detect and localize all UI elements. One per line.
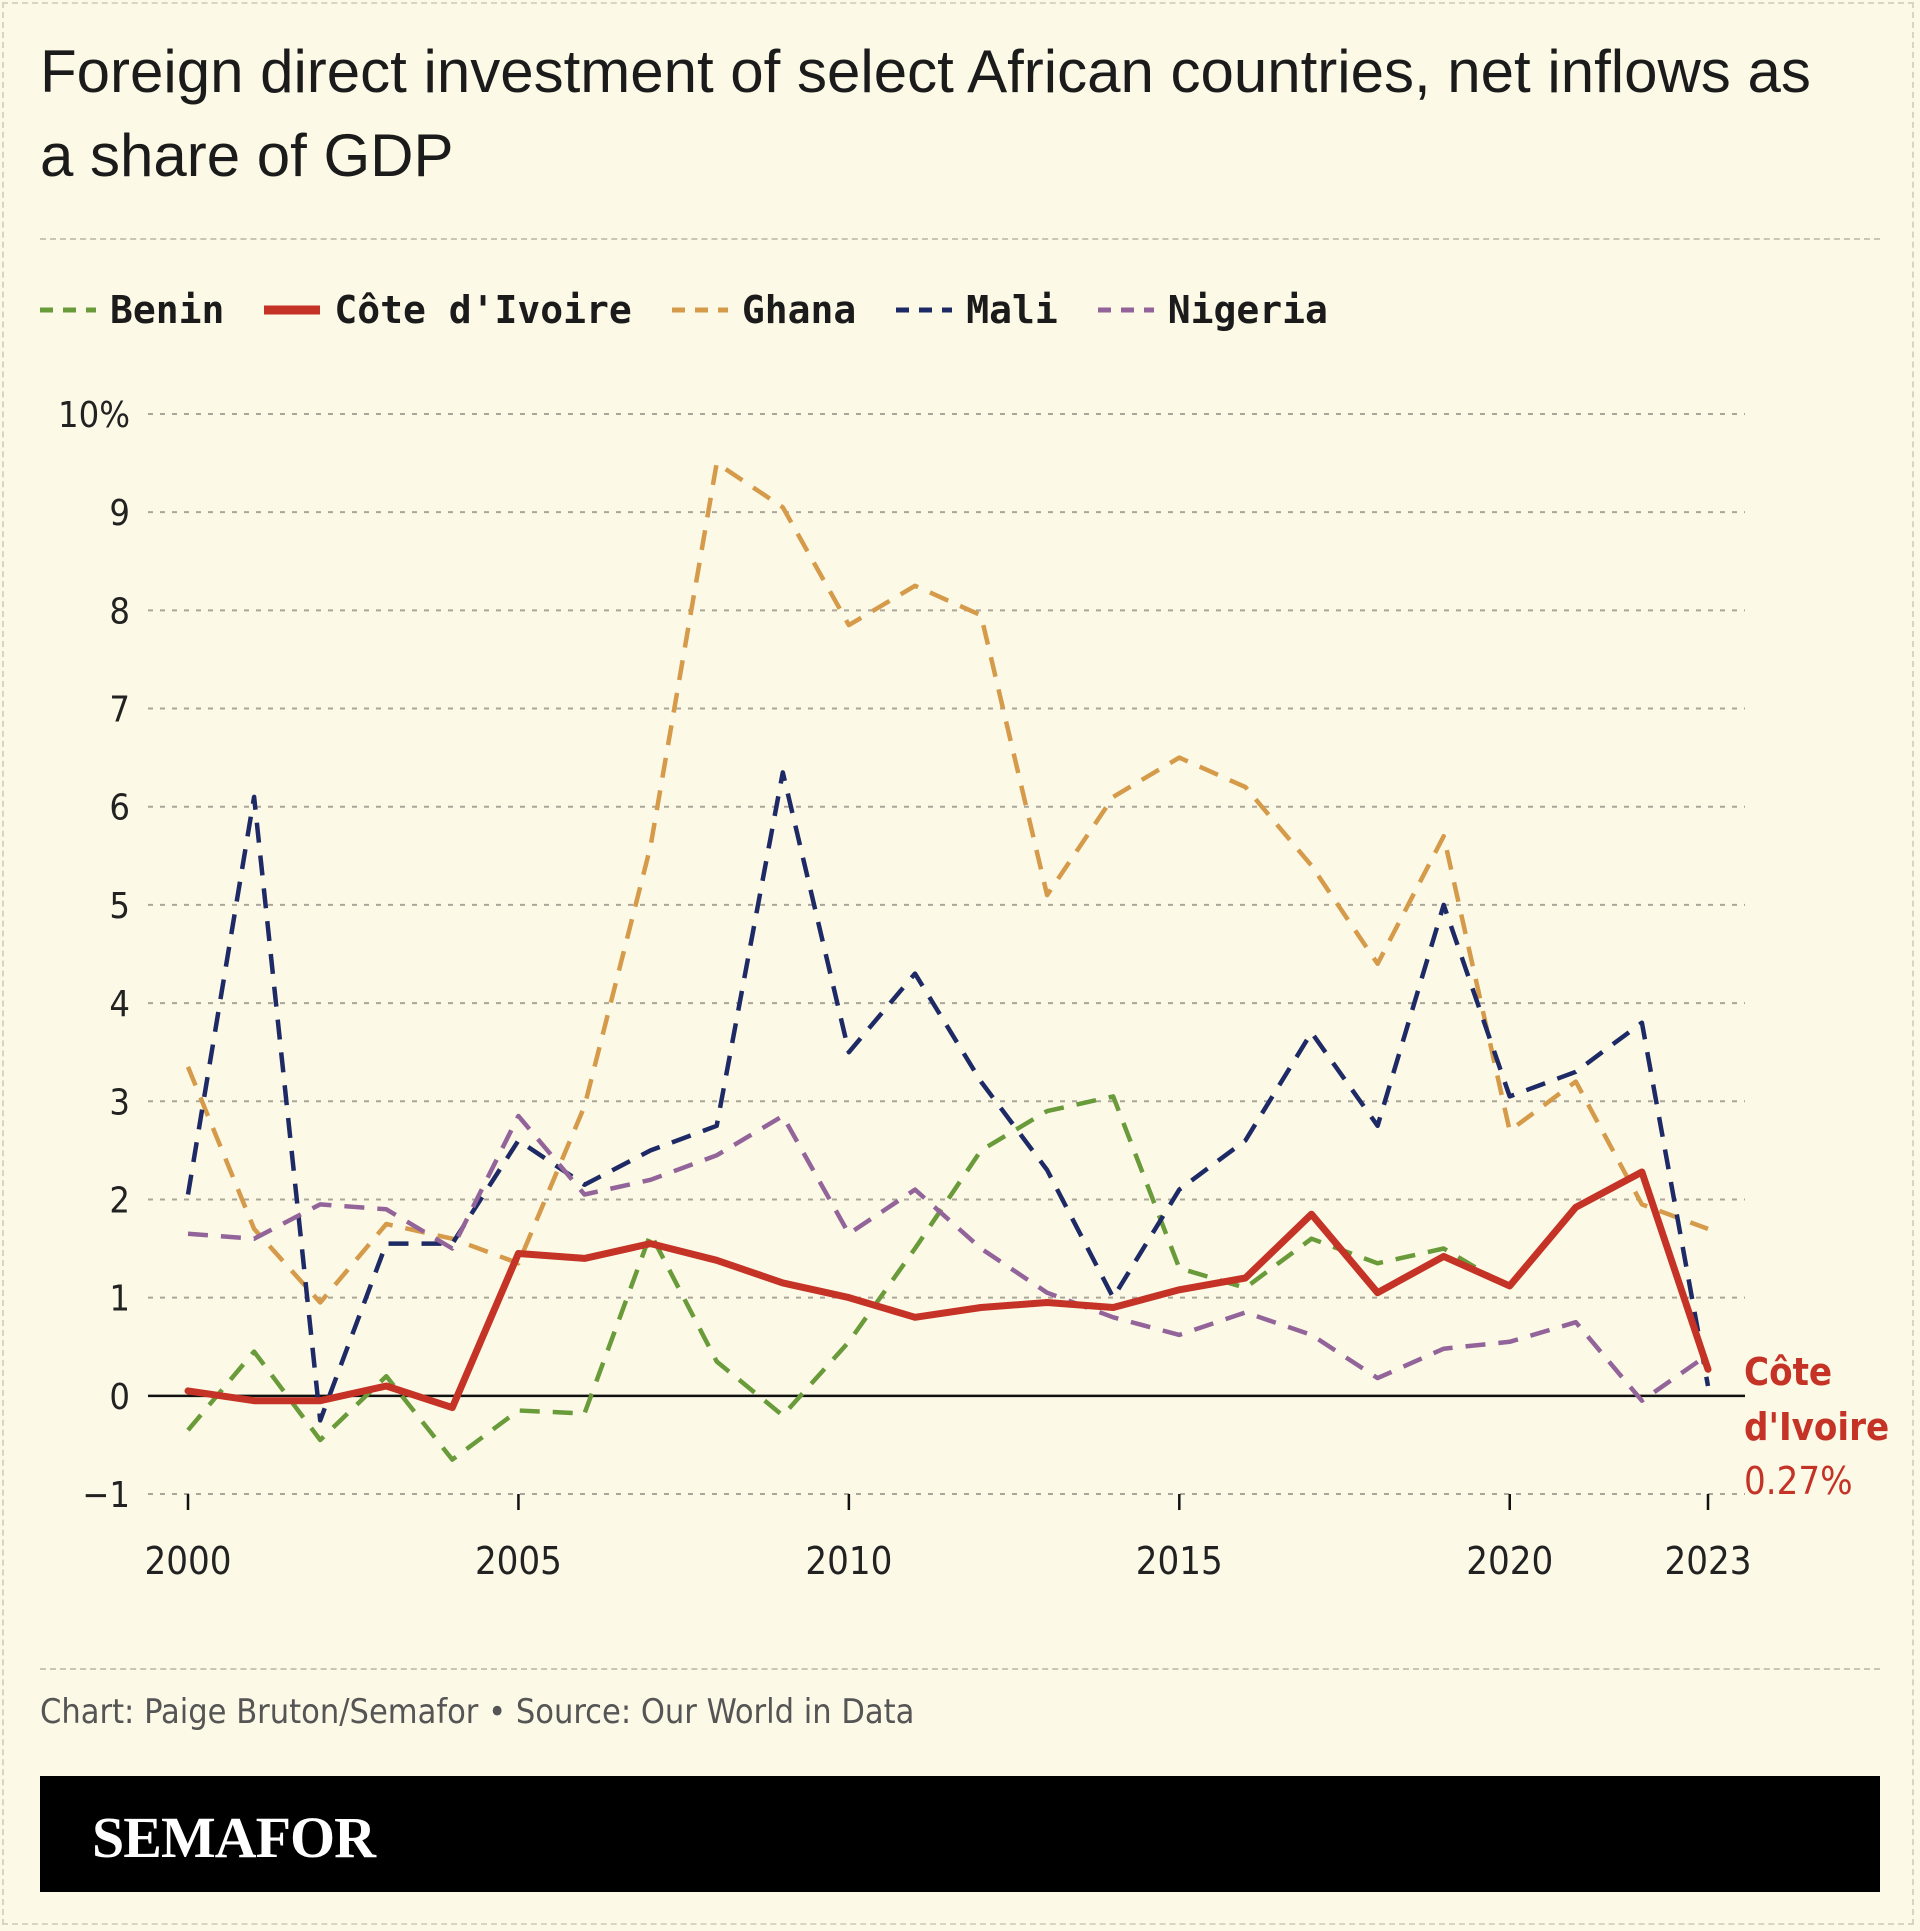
y-tick-label: 8 — [109, 591, 130, 632]
x-tick-label: 2005 — [475, 1539, 562, 1583]
chart-credit: Chart: Paige Bruton/Semafor • Source: Ou… — [40, 1692, 915, 1732]
legend-item: Benin — [40, 288, 224, 332]
annotation-value: 0.27% — [1744, 1459, 1853, 1503]
x-tick-label: 2020 — [1466, 1539, 1553, 1583]
legend-swatch — [264, 305, 321, 315]
legend-label: Nigeria — [1167, 288, 1328, 332]
brand-logo: SEMAFOR — [92, 1805, 376, 1870]
chart-title: Foreign direct investment of select Afri… — [40, 38, 1811, 189]
y-tick-label: 0 — [109, 1377, 130, 1418]
footer-divider — [40, 1668, 1880, 1670]
legend-swatch — [1097, 307, 1154, 313]
series-line-nigeria — [187, 1113, 1710, 1403]
x-tick-label: 2015 — [1136, 1539, 1223, 1583]
legend-swatch — [896, 307, 953, 313]
legend-item: Nigeria — [1097, 288, 1328, 332]
x-tick-label: 2023 — [1665, 1539, 1752, 1583]
y-tick-label: 4 — [109, 984, 130, 1025]
y-tick-label: 10% — [58, 395, 130, 436]
series-line-c-te-d-ivoire — [184, 1168, 1712, 1412]
x-tick-label: 2000 — [145, 1539, 232, 1583]
brand-bar: SEMAFOR — [40, 1776, 1880, 1892]
annotation-label: Côte — [1744, 1350, 1832, 1394]
legend-item: Ghana — [671, 288, 857, 332]
legend-label: Benin — [110, 288, 225, 332]
y-tick-label: 3 — [109, 1082, 130, 1123]
y-tick-label: 6 — [109, 788, 130, 829]
title-divider — [40, 238, 1880, 240]
series-line-benin — [186, 1094, 1511, 1462]
y-tick-label: 9 — [109, 493, 130, 534]
x-tick-label: 2010 — [805, 1539, 892, 1583]
legend-item: Mali — [896, 288, 1058, 332]
y-tick-label: 1 — [109, 1279, 130, 1320]
y-tick-label: −1 — [82, 1475, 130, 1516]
line-chart: −1 0 1 2 3 4 5 6 7 8 9 10% 2000 2005 2010 2015 2020 2023 C… — [58, 395, 1889, 1583]
series-line-mali — [185, 770, 1711, 1423]
legend-label: Côte d'Ivoire — [334, 288, 632, 332]
legend-item: Côte d'Ivoire — [264, 288, 632, 332]
legend-label: Ghana — [741, 288, 857, 332]
annotation-label: d'Ivoire — [1744, 1405, 1889, 1449]
legend: Benin Côte d'Ivoire Ghana Mali Nigeria — [40, 285, 1368, 335]
y-tick-label: 2 — [109, 1180, 130, 1221]
y-tick-label: 5 — [109, 886, 130, 927]
legend-swatch — [671, 307, 728, 313]
y-tick-label: 7 — [109, 690, 130, 731]
legend-swatch — [40, 307, 96, 313]
series-line-ghana — [185, 460, 1709, 1305]
legend-label: Mali — [966, 288, 1058, 332]
